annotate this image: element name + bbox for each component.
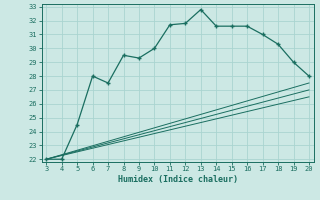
X-axis label: Humidex (Indice chaleur): Humidex (Indice chaleur) [118,175,237,184]
